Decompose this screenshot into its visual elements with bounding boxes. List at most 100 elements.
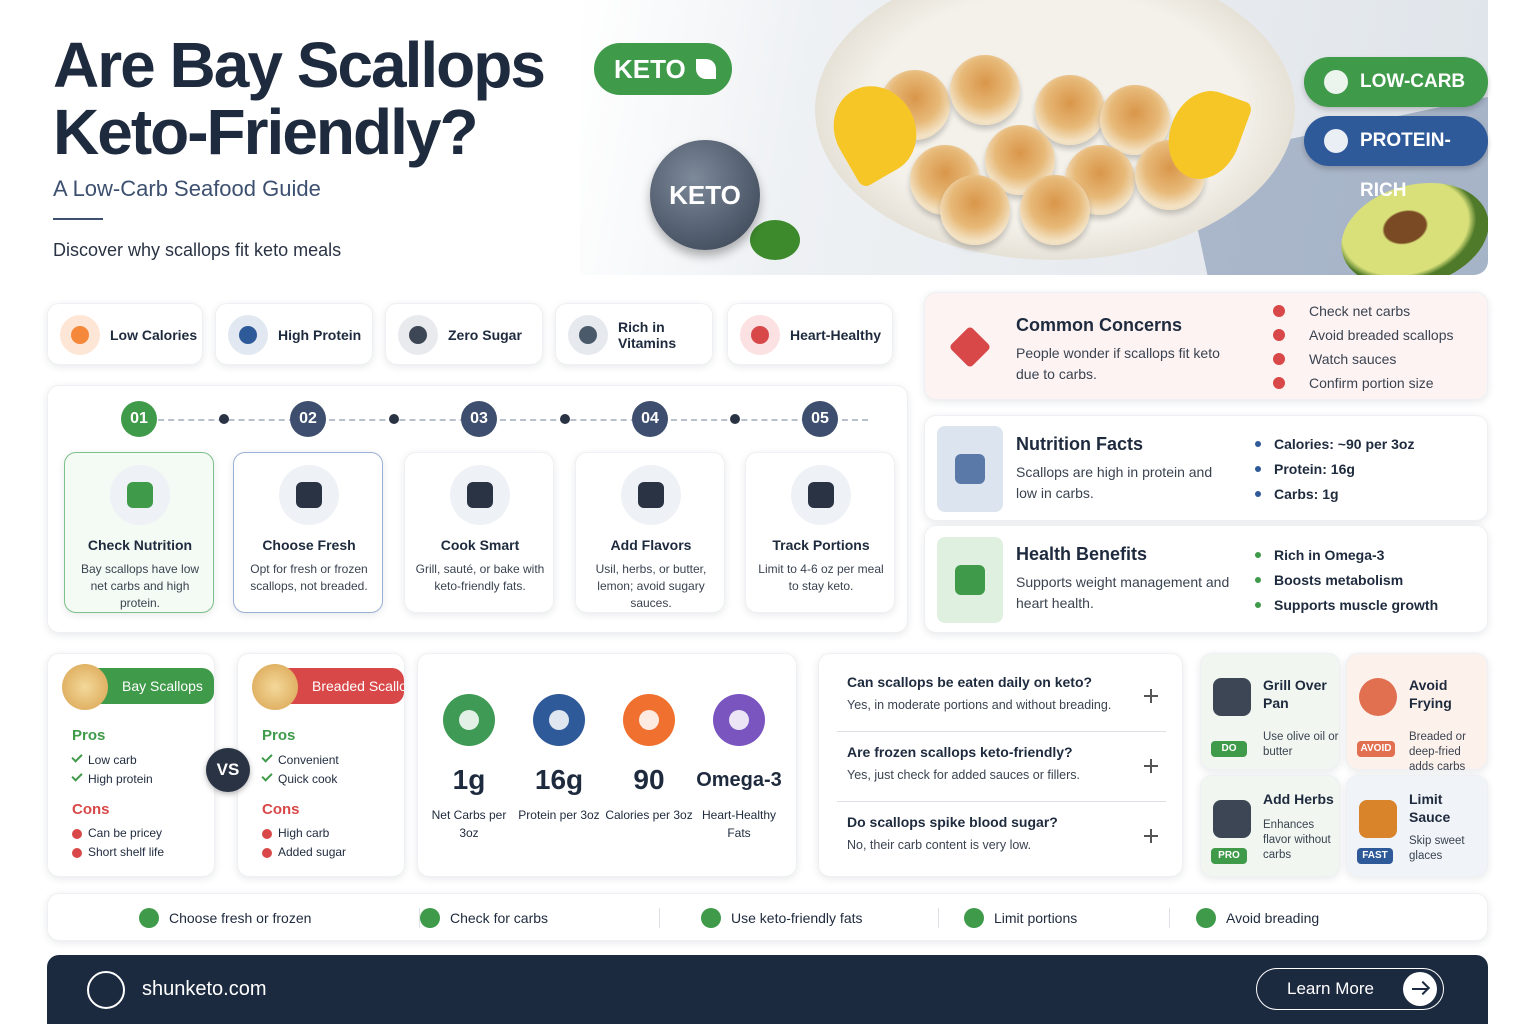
faq-toggle[interactable] [1141,686,1161,706]
benefits-item: Supports muscle growth [1274,596,1439,613]
concerns-bullet [1273,353,1285,365]
nutrition-bullet [1255,491,1261,497]
checklist-divider [419,908,420,928]
tip-title: Avoid Frying [1409,677,1452,711]
scallop [1035,75,1105,145]
tip-badge: PRO [1211,848,1247,864]
step-icon [808,482,834,508]
learn-more-button[interactable]: Learn More [1256,968,1444,1010]
feature-icon [409,326,427,344]
faq-answer: Yes, just check for added sauces or fill… [847,768,1080,782]
vs-text: VS [216,760,240,779]
stat-value: 1g [452,764,486,795]
step-text: Bay scallops have low net carbs and high… [80,562,200,610]
stat-icon-glyph [639,710,659,730]
benefits-text: Supports weight management and heart hea… [1016,574,1230,611]
tip-icon [1359,678,1397,716]
nutrition-text: Scallops are high in protein and low in … [1016,464,1213,501]
cross-mark [72,848,82,858]
tip-badge: FAST [1357,848,1393,864]
check-icon [420,908,440,928]
keto-coin-text: KETO [669,180,741,210]
nutrition-icon [955,454,985,484]
compare-card: Breaded ScallopsProsConvenientQuick cook… [237,653,405,877]
feature-card: Zero Sugar [385,303,543,365]
stat-icon-glyph [459,710,479,730]
tip-badge: AVOID [1357,741,1395,757]
con-item: Short shelf life [88,845,165,859]
checklist-divider [938,908,939,928]
tip-title: Limit Sauce [1409,791,1451,825]
checklist-item: Choose fresh or frozen [139,894,339,942]
feature-label: Heart-Healthy [790,327,882,343]
check-icon [139,908,159,928]
tip-text: Use olive oil or butter [1263,731,1339,758]
concerns-item: Watch sauces [1309,351,1397,367]
checklist-divider [1169,908,1170,928]
faq-toggle[interactable] [1141,756,1161,776]
checklist-text: Limit portions [994,910,1078,926]
cons-label: Cons [262,801,300,818]
faq-toggle[interactable] [1141,826,1161,846]
leaf-icon [696,59,716,79]
concerns-icon [948,325,992,369]
pro-item: High protein [88,772,153,786]
check-mark [71,770,83,782]
concerns-icon-bg [937,304,1003,390]
scallop [940,175,1010,245]
step-title: Add Flavors [610,537,692,553]
faq-question: Are frozen scallops keto-friendly? [847,744,1073,760]
check-icon [1196,908,1216,928]
tagline: Discover why scallops fit keto meals [53,240,342,260]
faq-answer: Yes, in moderate portions and without br… [847,698,1112,712]
stat-icon-glyph [549,710,569,730]
arrow-shaft [1412,988,1428,990]
check-mark [261,751,273,763]
step-number: 01 [121,401,157,437]
keto-badge: KETO [594,43,732,95]
step-title: Check Nutrition [87,537,193,553]
checklist-text: Check for carbs [450,910,549,926]
feature-card: Heart-Healthy [727,303,893,365]
footer-logo [87,971,125,1009]
footer: shunketo.com Learn More [47,955,1488,1024]
concerns-bullet [1273,305,1285,317]
nutrition-title: Nutrition Facts [1016,434,1144,454]
concerns-bullet [1273,329,1285,341]
feature-card: High Protein [215,303,373,365]
nutrition-item: Carbs: 1g [1274,485,1339,502]
stat-label: Heart-Healthy Fats [701,808,777,840]
scallop [1020,175,1090,245]
benefits-icon-bg [937,537,1003,623]
steps-panel: 01 Check Nutrition Bay scallops have low n… [47,385,908,633]
tip-card: Avoid Frying Breaded or deep-fried adds c… [1346,653,1488,773]
stat-value: 90 [633,764,665,795]
step-card: Track Portions Limit to 4-6 oz per meal t… [745,452,895,613]
step-icon [127,482,153,508]
cross-mark [72,829,82,839]
check-icon [964,908,984,928]
tag-text: LOW-CARB [1360,71,1466,92]
stat-value: 16g [534,764,584,795]
nutrition-item: Protein: 16g [1274,460,1355,477]
pros-label: Pros [72,727,106,744]
feature-label: Rich in Vitamins [618,319,677,351]
stats-panel: 1g Net Carbs per 3oz 16g Protein per 3oz 90 C… [417,653,797,877]
plus-v [1150,759,1152,773]
concerns-item: Confirm portion size [1309,375,1434,391]
connector-dot [559,414,570,424]
step-text: Limit to 4-6 oz per meal to stay keto. [758,562,884,593]
faq-divider [837,731,1166,732]
stat-value: Omega-3 [696,769,782,791]
tag-text: PROTEIN-RICH [1360,130,1451,201]
checklist-item: Avoid breading [1196,894,1396,942]
steps-connector [138,419,868,421]
title-line: Are Bay Scallops [53,29,546,101]
tag-icon [1324,129,1348,153]
compare-icon [62,664,108,710]
step-number: 03 [461,401,497,437]
plus-v [1150,829,1152,843]
checklist-text: Choose fresh or frozen [169,910,312,926]
step-icon [467,482,493,508]
